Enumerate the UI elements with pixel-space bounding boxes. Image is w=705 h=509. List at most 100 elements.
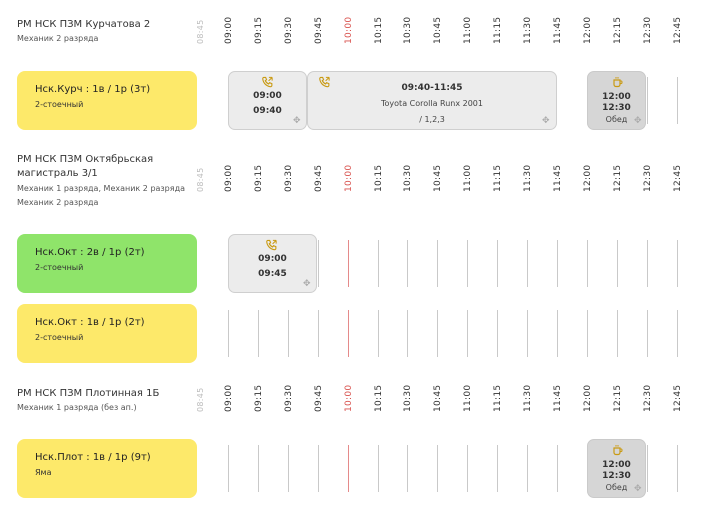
event-end: 09:40 xyxy=(253,106,282,116)
booking-event[interactable]: 09:00 09:40 ✥ xyxy=(228,71,307,130)
grid-line xyxy=(586,310,588,357)
section-title-plotinnaya: РМ НСК ПЗМ Плотинная 1Б xyxy=(17,388,160,399)
grid-line xyxy=(377,310,379,357)
time-tick-prefix: 08:45 xyxy=(196,19,205,44)
grid-line xyxy=(527,445,528,492)
lunch-end: 12:30 xyxy=(602,471,631,481)
grid-line xyxy=(527,240,528,287)
grid-line xyxy=(467,240,469,287)
time-tick: 10:30 xyxy=(403,16,414,44)
grid-line xyxy=(407,445,409,492)
time-tick: 10:00 xyxy=(343,16,354,44)
move-icon[interactable]: ✥ xyxy=(542,116,550,126)
grid-line xyxy=(407,310,409,357)
bay-type: 2-стоечный xyxy=(35,333,84,342)
grid-line xyxy=(287,310,289,357)
phone-icon xyxy=(266,239,277,251)
time-tick: 10:00 xyxy=(343,164,354,192)
bay-card-okt-2[interactable]: Нск.Окт : 2в / 1р (2т) 2-стоечный xyxy=(17,234,197,293)
lunch-break[interactable]: 12:00 12:30 Обед ✥ xyxy=(587,439,646,498)
grid-line xyxy=(646,240,648,287)
grid-line xyxy=(676,77,678,124)
section-title-oktyabrskaya: РМ НСК ПЗМ Октябрьская магистраль 3/1 xyxy=(17,154,154,179)
booking-event[interactable]: 09:00 09:45 ✥ xyxy=(228,234,317,293)
lunch-label: Обед xyxy=(605,483,628,492)
section-subtitle-plotinnaya: Механик 1 разряда (без ап.) xyxy=(17,403,137,412)
move-icon[interactable]: ✥ xyxy=(293,116,301,126)
grid-line xyxy=(556,445,558,492)
event-start: 09:00 xyxy=(253,91,282,101)
grid-line xyxy=(467,310,469,357)
grid-line xyxy=(347,240,349,287)
event-car: Toyota Corolla Runx 2001 xyxy=(381,99,483,108)
bay-type: 2-стоечный xyxy=(35,263,84,272)
grid-line xyxy=(347,310,349,357)
event-start: 09:00 xyxy=(258,254,287,264)
time-tick: 11:15 xyxy=(493,164,504,192)
grid-line xyxy=(646,310,648,357)
move-icon[interactable]: ✥ xyxy=(634,116,642,126)
grid-line xyxy=(586,240,588,287)
grid-line xyxy=(287,445,289,492)
grid-line xyxy=(437,445,439,492)
move-icon[interactable]: ✥ xyxy=(634,484,642,494)
booking-event[interactable]: 09:40-11:45 Toyota Corolla Runx 2001 / 1… xyxy=(307,71,557,130)
grid-line xyxy=(556,240,558,287)
lunch-end: 12:30 xyxy=(602,103,631,113)
bay-card-okt-1[interactable]: Нск.Окт : 1в / 1р (2т) 2-стоечный xyxy=(17,304,197,363)
time-tick: 10:15 xyxy=(373,16,384,44)
time-tick: 09:45 xyxy=(313,164,324,192)
time-tick: 12:15 xyxy=(612,164,623,192)
lunch-break[interactable]: 12:00 12:30 Обед ✥ xyxy=(587,71,646,130)
grid-line xyxy=(317,240,319,287)
time-tick: 12:00 xyxy=(582,16,593,44)
event-time-range: 09:40-11:45 xyxy=(401,83,463,93)
lunch-start: 12:00 xyxy=(602,460,631,470)
time-tick: 10:45 xyxy=(433,384,444,412)
time-tick: 12:45 xyxy=(672,16,683,44)
time-tick: 10:15 xyxy=(373,384,384,412)
grid-line xyxy=(497,310,499,357)
phone-icon xyxy=(319,76,330,88)
time-tick: 12:30 xyxy=(642,16,653,44)
time-tick: 11:00 xyxy=(463,164,474,192)
time-tick-prefix: 08:45 xyxy=(196,387,205,412)
lunch-label: Обед xyxy=(605,115,628,124)
grid-line xyxy=(646,77,648,124)
bay-type: 2-стоечный xyxy=(35,100,84,109)
time-tick: 11:45 xyxy=(552,164,563,192)
time-tick: 11:30 xyxy=(523,384,533,412)
time-tick: 10:30 xyxy=(403,164,414,192)
grid-line xyxy=(407,240,409,287)
bay-card-plot[interactable]: Нск.Плот : 1в / 1р (9т) Яма xyxy=(17,439,197,498)
move-icon[interactable]: ✥ xyxy=(303,279,311,289)
time-tick: 09:30 xyxy=(283,16,294,44)
grid-line xyxy=(317,310,319,357)
grid-line xyxy=(317,445,319,492)
time-tick: 11:00 xyxy=(463,384,474,412)
bay-card-kurch[interactable]: Нск.Курч : 1в / 1р (3т) 2-стоечный xyxy=(17,71,197,130)
time-tick: 09:15 xyxy=(253,16,264,44)
grid-line xyxy=(676,310,678,357)
time-tick: 09:45 xyxy=(313,16,324,44)
grid-line xyxy=(257,310,259,357)
time-tick-prefix: 08:45 xyxy=(196,167,205,192)
bay-name: Нск.Плот : 1в / 1р (9т) xyxy=(35,452,151,463)
grid-line xyxy=(646,445,648,492)
phone-icon xyxy=(262,76,273,88)
cup-icon xyxy=(613,77,623,88)
bay-type: Яма xyxy=(35,468,52,477)
time-tick: 11:15 xyxy=(493,384,504,412)
lunch-start: 12:00 xyxy=(602,92,631,102)
time-tick: 12:30 xyxy=(642,384,653,412)
time-tick: 10:45 xyxy=(433,164,444,192)
grid-line xyxy=(257,445,259,492)
time-tick: 12:15 xyxy=(612,16,623,44)
time-tick: 12:15 xyxy=(612,384,623,412)
time-tick: 09:30 xyxy=(283,164,294,192)
section-subtitle-oktyabrskaya-2: Механик 2 разряда xyxy=(17,198,99,207)
time-tick: 09:15 xyxy=(253,384,264,412)
grid-line xyxy=(228,445,229,492)
time-tick: 12:00 xyxy=(582,164,593,192)
time-tick: 11:30 xyxy=(523,16,533,44)
